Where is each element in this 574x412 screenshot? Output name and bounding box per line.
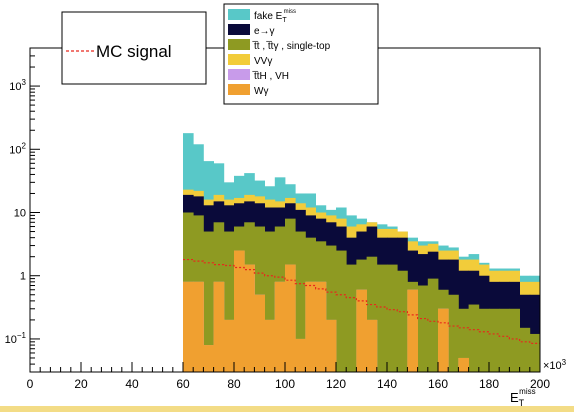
bar-wgamma [305, 281, 316, 372]
bar-wgamma [274, 281, 286, 372]
y-tick-label: 102 [9, 141, 26, 156]
bar-wgamma [438, 308, 449, 372]
legend-label-egamma: e→γ [254, 26, 275, 37]
legend-label-tth_vh: t̅tH , VH [252, 70, 289, 82]
bar-ttbar [489, 308, 500, 372]
bottom-accent-stripe [0, 406, 574, 412]
y-tick-label: 10−1 [5, 331, 27, 346]
x-tick-label: 80 [227, 377, 241, 391]
x-tick-label: 100 [275, 377, 295, 391]
x-tick-label: 20 [74, 377, 88, 391]
bar-ttbar [203, 231, 214, 372]
histogram-bars [183, 133, 541, 372]
legend-mc-signal: MC signal [61, 11, 207, 85]
bar-ttbar [448, 294, 459, 372]
bar-ttbar [499, 308, 510, 372]
bar-ttbar [509, 308, 520, 372]
bar-ttbar [468, 304, 480, 372]
bar-ttbar [427, 278, 439, 372]
bar-wgamma [325, 319, 337, 372]
bar-ttbar [397, 270, 408, 372]
x-tick-label: 180 [479, 377, 499, 391]
x-tick-label: 120 [326, 377, 346, 391]
legend-label-vv_top: VVγ [254, 56, 272, 67]
legend-swatch-tth_vh [228, 69, 250, 80]
bar-ttbar [387, 264, 398, 372]
bar-ttbar [223, 231, 235, 372]
legend-swatch-vv_top [228, 54, 250, 65]
bar-wgamma [244, 264, 255, 372]
bar-ttbar [295, 231, 306, 372]
bar-ttbar [264, 231, 276, 372]
bar-wgamma [315, 281, 327, 372]
legend-label-ttbar: t̅t , t̅tγ , single-top [252, 40, 330, 52]
bar-wgamma [254, 294, 265, 372]
legend-swatch-fake [228, 9, 250, 20]
bar-wgamma [213, 281, 225, 372]
bar-ttbar [346, 264, 357, 372]
legend-swatch-egamma [228, 24, 250, 35]
x-tick-label: 60 [176, 377, 190, 391]
bar-wgamma [295, 338, 306, 372]
legend-backgrounds: fake ETmiss e→γ t̅t , t̅tγ , single-top VVγ… [223, 3, 379, 105]
x-unit-label: ×103 [543, 358, 567, 372]
x-axis: 0 20 40 60 80 100 120 140 160 180 200 [27, 362, 550, 391]
bar-wgamma [203, 345, 214, 372]
legend-mc-signal-label: MC signal [96, 42, 172, 61]
bar-ttbar [336, 250, 347, 372]
bar-ttbar [376, 264, 388, 372]
bar-wgamma [193, 281, 204, 372]
bar-wgamma [356, 289, 367, 372]
bar-ttbar [519, 327, 531, 372]
x-tick-label: 200 [530, 377, 550, 391]
bar-wgamma [285, 264, 296, 372]
bar-ttbar [417, 285, 429, 372]
bar-wgamma [458, 357, 469, 372]
y-tick-label: 103 [9, 78, 26, 93]
legend-swatch-ttbar [228, 39, 250, 50]
y-tick-label: 10 [14, 208, 26, 220]
x-tick-label: 0 [27, 377, 34, 391]
bar-ttbar [458, 308, 469, 372]
y-tick-label: 1 [20, 271, 26, 283]
bar-ttbar [478, 308, 490, 372]
x-tick-label: 140 [377, 377, 397, 391]
bar-wgamma [183, 281, 194, 372]
bar-wgamma [366, 319, 378, 372]
bar-ttbar [325, 245, 337, 372]
legend-label-fake: fake ETmiss [254, 9, 296, 24]
bar-wgamma [223, 319, 235, 372]
legend-label-wgamma: Wγ [254, 86, 268, 97]
bar-wgamma [407, 289, 418, 372]
bar-egamma [529, 294, 541, 372]
bar-wgamma [264, 319, 276, 372]
bar-wgamma [234, 250, 245, 372]
x-tick-label: 160 [428, 377, 448, 391]
legend-swatch-wgamma [228, 84, 250, 95]
bar-ttbar [529, 333, 541, 372]
x-axis-title: ETmiss [510, 387, 536, 408]
x-tick-label: 40 [125, 377, 139, 391]
bar-ttbar [366, 256, 378, 372]
